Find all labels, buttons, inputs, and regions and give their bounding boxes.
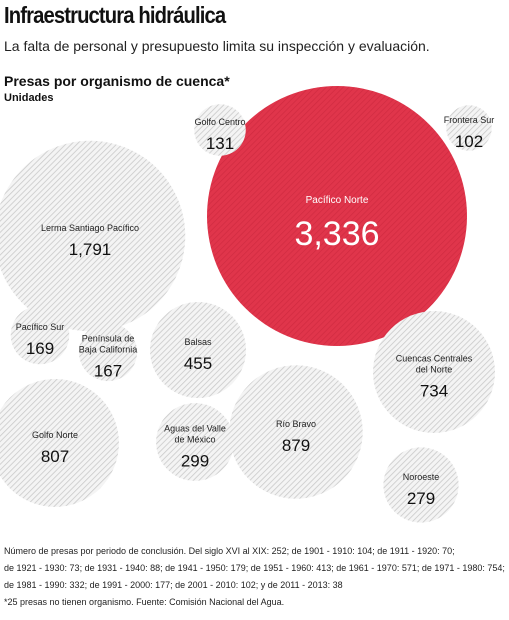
bubble-label: Pacífico Sur — [16, 322, 65, 332]
bubble-value: 279 — [407, 489, 435, 508]
bubble-rio-bravo: Río Bravo 879 — [229, 365, 363, 499]
bubble-lerma-santiago-pacifico: Lerma Santiago Pacífico 1,791 — [0, 140, 186, 332]
bubble-circle — [446, 105, 492, 151]
bubble-value: 3,336 — [294, 215, 379, 253]
bubble-value: 1,791 — [69, 240, 112, 259]
bubble-circle — [0, 379, 119, 507]
bubble-value: 169 — [26, 339, 54, 358]
bubble-label: de México — [174, 435, 215, 445]
bubble-golfo-centro: Golfo Centro 131 — [194, 104, 246, 156]
page-subtitle: La falta de personal y presupuesto limit… — [4, 38, 430, 54]
bubble-label: Pacífico Norte — [306, 195, 369, 206]
bubble-circle — [207, 86, 467, 346]
bubble-golfo-norte: Golfo Norte 807 — [0, 379, 119, 507]
footnote-line-2: de 1921 - 1930: 73; de 1931 - 1940: 88; … — [4, 563, 505, 573]
bubble-value: 102 — [455, 132, 483, 151]
bubble-balsas: Balsas 455 — [149, 301, 247, 399]
bubble-label: Golfo Norte — [32, 430, 78, 440]
bubble-value: 455 — [184, 354, 212, 373]
bubble-label: del Norte — [416, 365, 453, 375]
bubble-value: 299 — [181, 452, 209, 471]
bubble-label: Península de — [82, 334, 135, 344]
bubble-label: Baja California — [79, 345, 138, 355]
bubble-value: 879 — [282, 436, 310, 455]
bubble-frontera-sur: Frontera Sur 102 — [444, 105, 495, 151]
bubble-circle — [149, 301, 247, 399]
footnote-line-4: *25 presas no tienen organismo. Fuente: … — [4, 597, 285, 607]
bubble-label: Golfo Centro — [194, 117, 245, 127]
bubble-label: Río Bravo — [276, 419, 316, 429]
bubble-label: Aguas del Valle — [164, 424, 226, 434]
bubble-label: Noroeste — [403, 472, 440, 482]
bubble-value: 807 — [41, 447, 69, 466]
bubble-value: 167 — [94, 362, 122, 381]
bubble-circle — [10, 305, 70, 365]
bubble-circle — [229, 365, 363, 499]
footnote-line-3: de 1981 - 1990: 332; de 1991 - 2000: 177… — [4, 580, 343, 590]
bubble-noroeste: Noroeste 279 — [383, 447, 459, 523]
bubble-circle — [194, 104, 246, 156]
bubble-circle — [373, 311, 495, 433]
bubble-pacifico-norte: Pacífico Norte 3,336 — [207, 86, 467, 346]
bubble-circle — [383, 447, 459, 523]
bubble-label: Frontera Sur — [444, 115, 495, 125]
bubble-value: 734 — [420, 382, 448, 401]
footnote-line-1: Número de presas por periodo de conclusi… — [4, 546, 455, 556]
bubble-value: 131 — [206, 134, 234, 153]
bubble-pacifico-sur: Pacífico Sur 169 — [10, 305, 70, 365]
bubble-circle — [156, 403, 234, 481]
bubble-label: Cuencas Centrales — [396, 354, 473, 364]
bubble-label: Lerma Santiago Pacífico — [41, 223, 139, 233]
bubble-circle — [78, 322, 138, 382]
page-title: Infraestructura hidráulica — [4, 2, 226, 28]
chart-title: Presas por organismo de cuenca* — [4, 73, 230, 89]
bubble-circle — [0, 140, 186, 332]
bubble-label: Balsas — [184, 337, 212, 347]
chart-units: Unidades — [4, 92, 54, 104]
